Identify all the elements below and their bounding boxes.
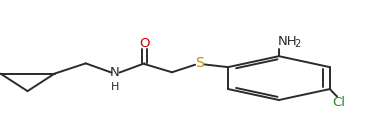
Text: N: N [110, 66, 120, 79]
Text: Cl: Cl [333, 96, 345, 109]
Text: O: O [139, 37, 150, 50]
Text: H: H [111, 82, 119, 92]
Text: 2: 2 [294, 39, 301, 49]
Text: NH: NH [278, 35, 298, 48]
Text: S: S [195, 56, 204, 70]
